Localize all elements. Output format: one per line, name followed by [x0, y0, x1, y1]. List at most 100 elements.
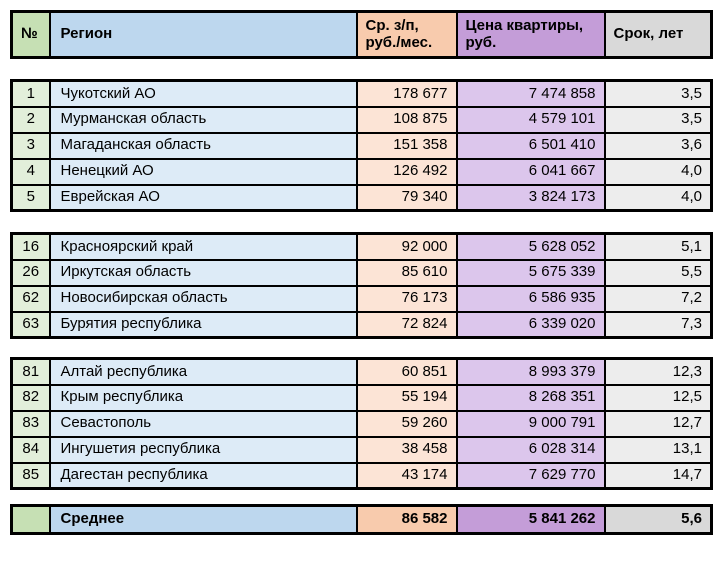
cell-term: 7,3 [603, 310, 713, 339]
cell-region: Красноярский край [48, 232, 358, 261]
cell-salary: 76 173 [355, 284, 458, 313]
cell-region: Магаданская область [48, 131, 358, 160]
summary-price: 5 841 262 [455, 504, 606, 535]
table-row: 82 Крым республика 55 194 8 268 351 12,5 [10, 383, 713, 412]
cell-price: 8 268 351 [455, 383, 606, 412]
cell-price: 6 041 667 [455, 157, 606, 186]
cell-number: 3 [10, 131, 51, 160]
table-row: 5 Еврейская АО 79 340 3 824 173 4,0 [10, 183, 713, 212]
table-group-top-regions: 1 Чукотский АО 178 677 7 474 858 3,5 2 Мурманс… [10, 79, 713, 212]
header-row: № Регион Ср. з/п, руб./мес. Цена квартир… [10, 10, 713, 59]
cell-term: 13,1 [603, 435, 713, 464]
cell-salary: 43 174 [355, 461, 458, 490]
table-group-middle-regions: 16 Красноярский край 92 000 5 628 052 5,1 26 И… [10, 232, 713, 339]
table-row: 1 Чукотский АО 178 677 7 474 858 3,5 [10, 79, 713, 108]
cell-price: 9 000 791 [455, 409, 606, 438]
cell-salary: 59 260 [355, 409, 458, 438]
cell-price: 6 028 314 [455, 435, 606, 464]
cell-term: 7,2 [603, 284, 713, 313]
summary-salary: 86 582 [355, 504, 458, 535]
cell-price: 6 501 410 [455, 131, 606, 160]
table-row: 16 Красноярский край 92 000 5 628 052 5,1 [10, 232, 713, 261]
col-header-salary: Ср. з/п, руб./мес. [355, 10, 458, 59]
cell-term: 12,7 [603, 409, 713, 438]
cell-number: 82 [10, 383, 51, 412]
cell-price: 7 629 770 [455, 461, 606, 490]
cell-salary: 108 875 [355, 105, 458, 134]
cell-region: Бурятия республика [48, 310, 358, 339]
table-row: 81 Алтай республика 60 851 8 993 379 12,3 [10, 357, 713, 386]
col-header-number: № [10, 10, 51, 59]
cell-salary: 92 000 [355, 232, 458, 261]
cell-region: Иркутская область [48, 258, 358, 287]
summary-number-cell [10, 504, 51, 535]
cell-term: 14,7 [603, 461, 713, 490]
cell-number: 4 [10, 157, 51, 186]
cell-price: 7 474 858 [455, 79, 606, 108]
table-row: 4 Ненецкий АО 126 492 6 041 667 4,0 [10, 157, 713, 186]
cell-salary: 151 358 [355, 131, 458, 160]
table-row: 83 Севастополь 59 260 9 000 791 12,7 [10, 409, 713, 438]
table-row: 2 Мурманская область 108 875 4 579 101 3,5 [10, 105, 713, 134]
cell-region: Ингушетия республика [48, 435, 358, 464]
col-header-region: Регион [48, 10, 358, 59]
cell-term: 12,3 [603, 357, 713, 386]
table-row: 3 Магаданская область 151 358 6 501 410 3,6 [10, 131, 713, 160]
table-row: 85 Дагестан республика 43 174 7 629 770 14,7 [10, 461, 713, 490]
cell-salary: 38 458 [355, 435, 458, 464]
col-header-term: Срок, лет [603, 10, 713, 59]
cell-term: 5,5 [603, 258, 713, 287]
cell-number: 83 [10, 409, 51, 438]
table-row: 62 Новосибирская область 76 173 6 586 935 7,… [10, 284, 713, 313]
spacer [10, 212, 710, 232]
cell-number: 5 [10, 183, 51, 212]
cell-number: 1 [10, 79, 51, 108]
cell-term: 3,6 [603, 131, 713, 160]
cell-price: 4 579 101 [455, 105, 606, 134]
cell-salary: 126 492 [355, 157, 458, 186]
cell-salary: 60 851 [355, 357, 458, 386]
cell-price: 3 824 173 [455, 183, 606, 212]
cell-region: Крым республика [48, 383, 358, 412]
cell-salary: 178 677 [355, 79, 458, 108]
cell-number: 85 [10, 461, 51, 490]
cell-region: Севастополь [48, 409, 358, 438]
cell-number: 2 [10, 105, 51, 134]
table-header: № Регион Ср. з/п, руб./мес. Цена квартир… [10, 10, 713, 59]
cell-price: 6 339 020 [455, 310, 606, 339]
cell-salary: 72 824 [355, 310, 458, 339]
cell-term: 4,0 [603, 183, 713, 212]
cell-region: Дагестан республика [48, 461, 358, 490]
cell-price: 8 993 379 [455, 357, 606, 386]
summary-term: 5,6 [603, 504, 713, 535]
table-summary: Среднее 86 582 5 841 262 5,6 [10, 504, 713, 535]
cell-term: 3,5 [603, 105, 713, 134]
table-row: 26 Иркутская область 85 610 5 675 339 5,5 [10, 258, 713, 287]
spacer [10, 59, 710, 79]
cell-term: 5,1 [603, 232, 713, 261]
cell-number: 26 [10, 258, 51, 287]
cell-salary: 79 340 [355, 183, 458, 212]
cell-number: 62 [10, 284, 51, 313]
spacer [10, 490, 710, 504]
table-row: 84 Ингушетия республика 38 458 6 028 314 13,… [10, 435, 713, 464]
cell-term: 12,5 [603, 383, 713, 412]
table-row: 63 Бурятия республика 72 824 6 339 020 7,3 [10, 310, 713, 339]
table-group-bottom-regions: 81 Алтай республика 60 851 8 993 379 12,3 82 К… [10, 357, 713, 490]
cell-salary: 85 610 [355, 258, 458, 287]
summary-row: Среднее 86 582 5 841 262 5,6 [10, 504, 713, 535]
cell-number: 84 [10, 435, 51, 464]
cell-region: Новосибирская область [48, 284, 358, 313]
cell-region: Алтай республика [48, 357, 358, 386]
col-header-price: Цена квартиры, руб. [455, 10, 606, 59]
cell-region: Мурманская область [48, 105, 358, 134]
cell-price: 6 586 935 [455, 284, 606, 313]
summary-label: Среднее [48, 504, 358, 535]
cell-number: 81 [10, 357, 51, 386]
cell-term: 4,0 [603, 157, 713, 186]
cell-region: Ненецкий АО [48, 157, 358, 186]
cell-term: 3,5 [603, 79, 713, 108]
cell-salary: 55 194 [355, 383, 458, 412]
cell-number: 63 [10, 310, 51, 339]
cell-region: Еврейская АО [48, 183, 358, 212]
